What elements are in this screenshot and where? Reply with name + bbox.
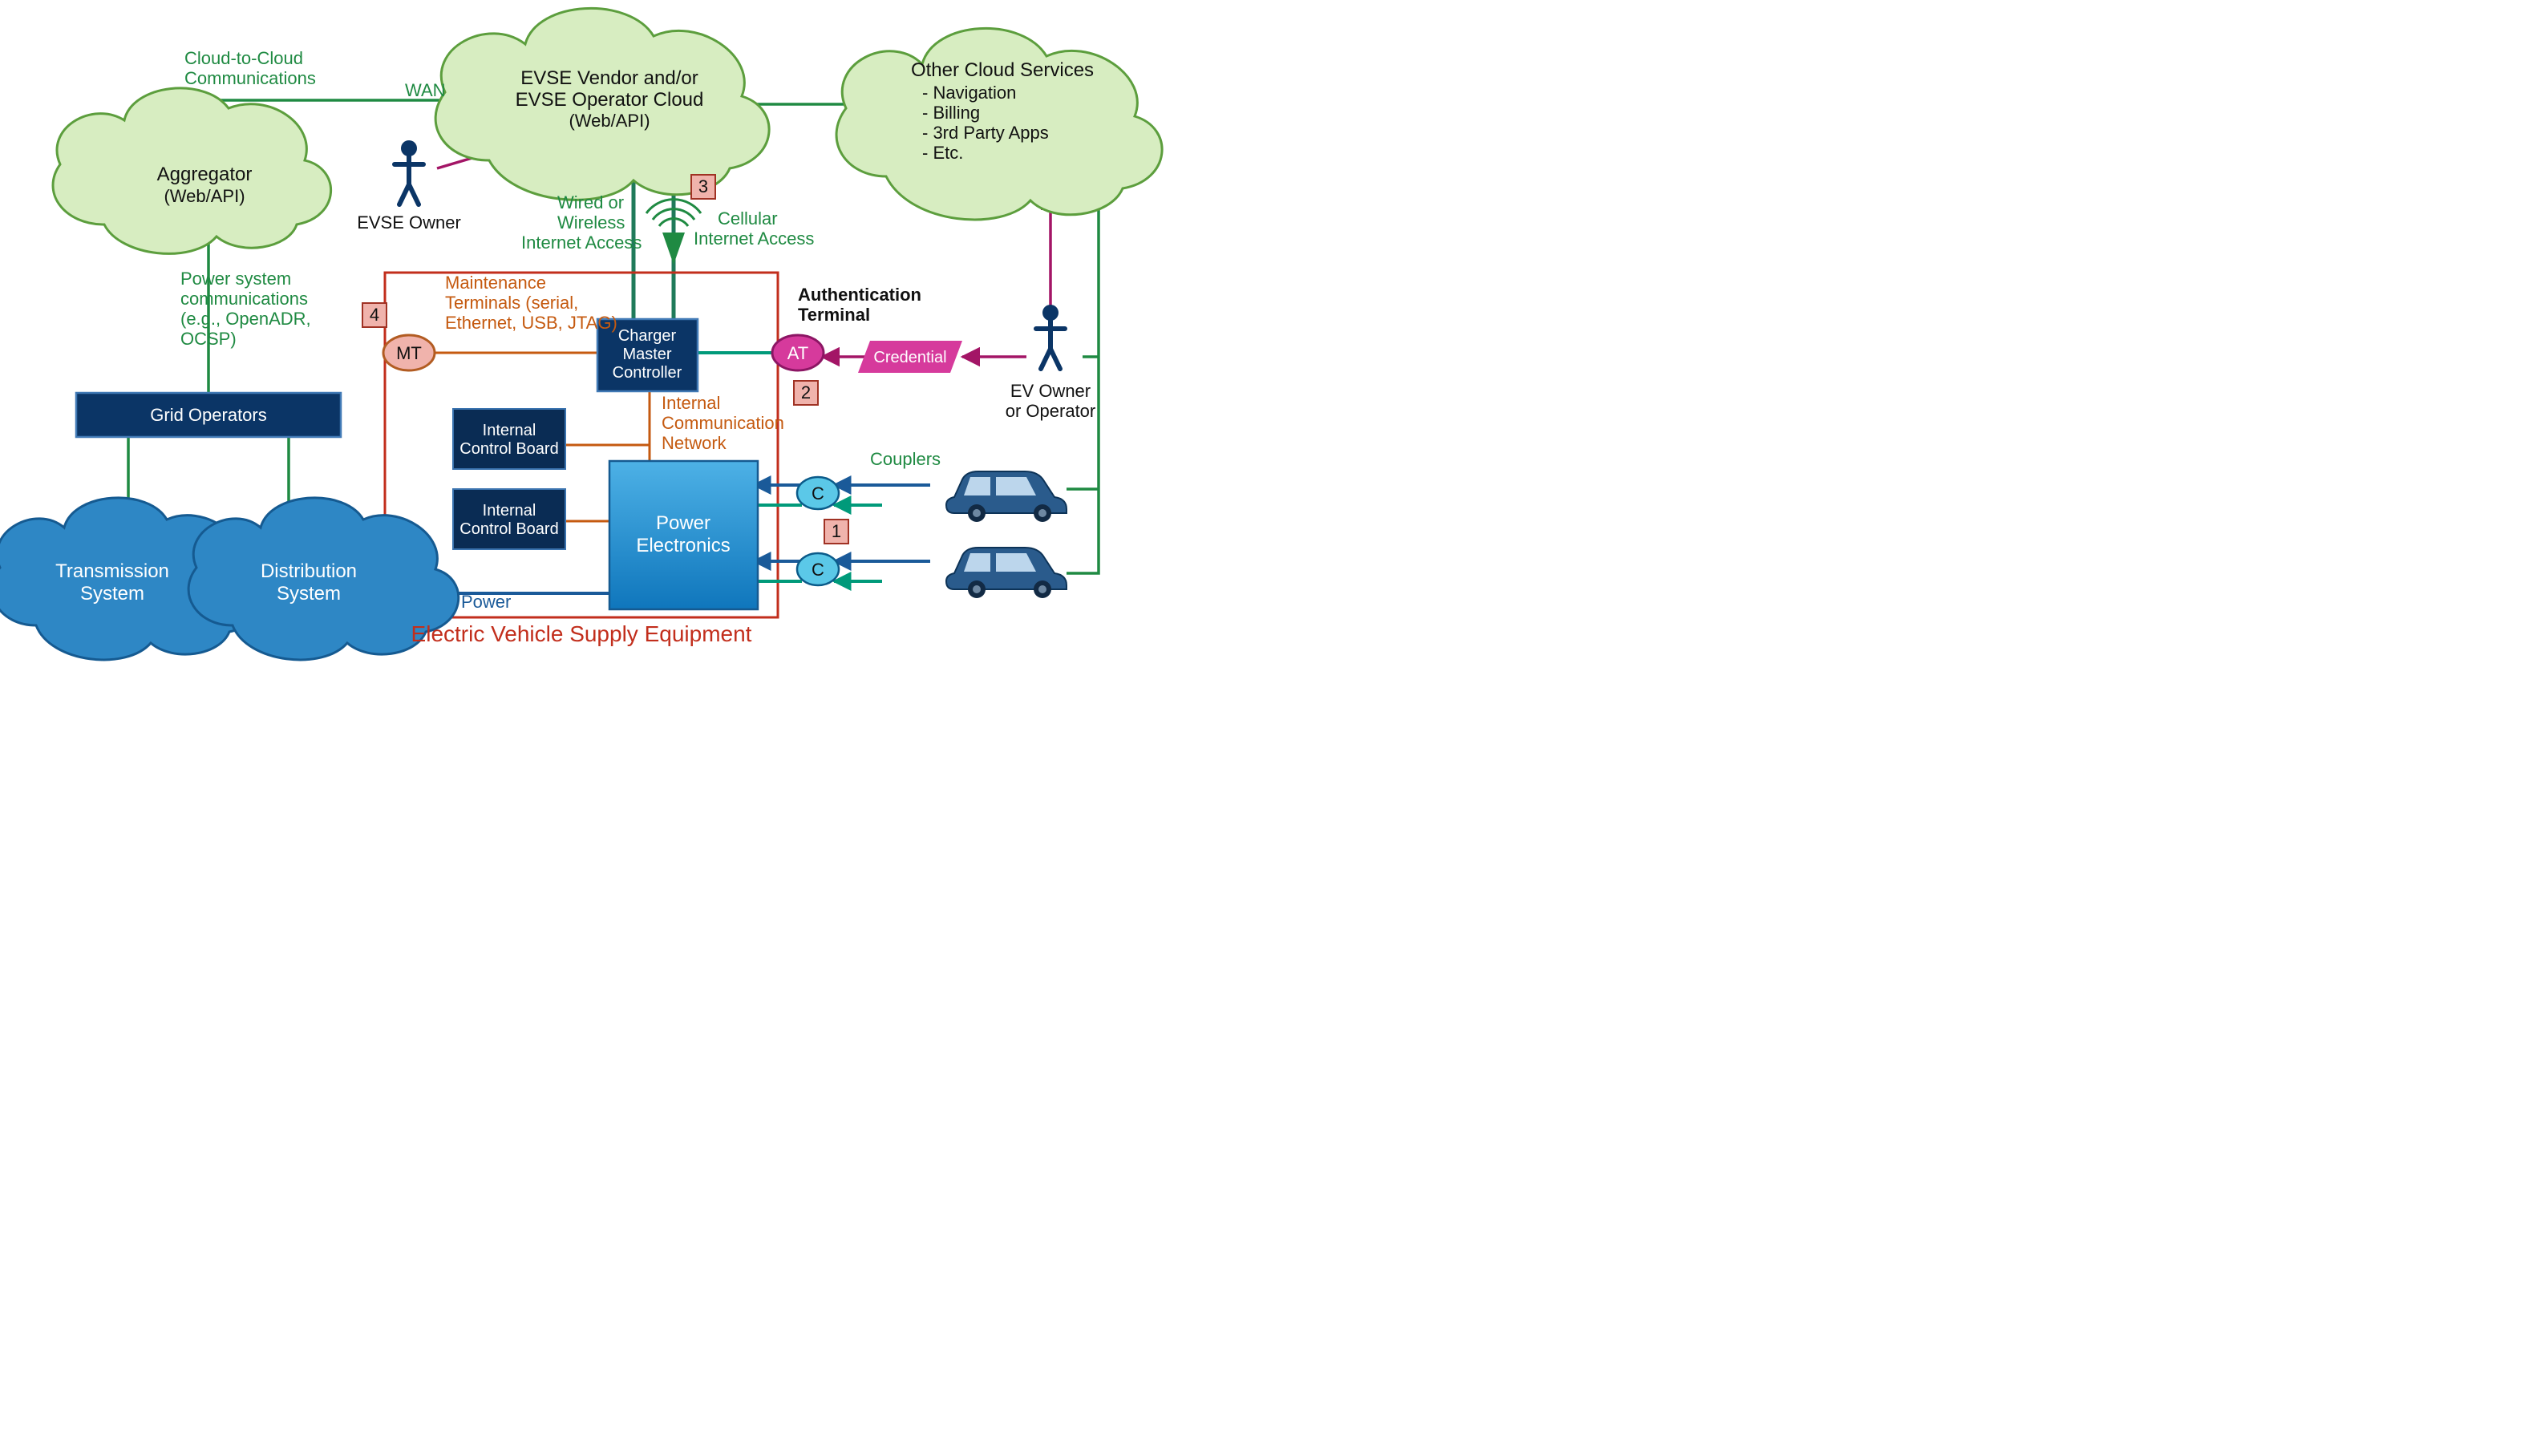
- evse-cloud-subtitle: (Web/API): [569, 111, 650, 131]
- lbl-maint-2: Terminals (serial,: [445, 293, 578, 313]
- distribution-line1: Distribution: [261, 560, 357, 582]
- transmission-line2: System: [80, 583, 144, 605]
- cmc-line1: Charger: [618, 327, 677, 345]
- evse-architecture-diagram: Aggregator (Web/API) EVSE Vendor and/or …: [0, 0, 1187, 681]
- lbl-evse-title: Electric Vehicle Supply Equipment: [411, 621, 752, 646]
- pe-line2: Electronics: [636, 535, 730, 556]
- lbl-ev-owner-1: EV Owner: [1010, 381, 1091, 401]
- icb2-line2: Control Board: [459, 520, 558, 538]
- credential-shape: Credential: [858, 341, 962, 373]
- at-label: AT: [787, 343, 808, 363]
- num-3: 3: [698, 176, 708, 196]
- coupler-1: C: [797, 477, 839, 509]
- lbl-ev-owner-2: or Operator: [1006, 401, 1096, 421]
- authentication-terminal: AT: [772, 335, 824, 370]
- other-cloud-item-0: - Navigation: [922, 83, 1016, 103]
- car-2: [946, 548, 1067, 598]
- aggregator-cloud: Aggregator (Web/API): [53, 88, 331, 253]
- grid-operators-box: Grid Operators: [76, 393, 341, 437]
- other-cloud-title: Other Cloud Services: [911, 59, 1094, 81]
- lbl-psc-4: OCSP): [180, 329, 237, 349]
- lbl-cloud-to-cloud: Cloud-to-Cloud: [184, 48, 303, 68]
- aggregator-subtitle: (Web/API): [164, 186, 245, 206]
- power-electronics: Power Electronics: [609, 461, 758, 609]
- num-1: 1: [832, 521, 841, 541]
- car-1: [946, 471, 1067, 522]
- evse-cloud-line2: EVSE Operator Cloud: [516, 89, 704, 111]
- pe-line1: Power: [656, 512, 710, 534]
- lbl-auth-2: Terminal: [798, 305, 870, 325]
- lbl-power: Power: [461, 592, 511, 612]
- lbl-cellular: Cellular: [718, 208, 778, 229]
- icb1-line2: Control Board: [459, 440, 558, 458]
- lbl-internet-access-1: Internet Access: [521, 233, 642, 253]
- edge-other-cloud-frame: [1067, 172, 1099, 573]
- coupler-2-label: C: [812, 560, 824, 580]
- lbl-evse-owner: EVSE Owner: [357, 212, 461, 233]
- lbl-psc-3: (e.g., OpenADR,: [180, 309, 311, 329]
- lbl-wired-or: Wired or: [557, 192, 624, 212]
- number-box-3: 3: [691, 175, 715, 199]
- evse-owner-icon: [395, 140, 423, 204]
- internal-control-board-1: Internal Control Board: [453, 409, 565, 469]
- coupler-1-label: C: [812, 483, 824, 504]
- lbl-internet-access-2: Internet Access: [694, 229, 814, 249]
- cmc-line2: Master: [622, 346, 671, 363]
- lbl-communications: Communications: [184, 68, 316, 88]
- num-2: 2: [801, 382, 811, 402]
- transmission-line1: Transmission: [55, 560, 169, 582]
- number-box-4: 4: [362, 303, 387, 327]
- lbl-maint-1: Maintenance: [445, 273, 546, 293]
- num-4: 4: [370, 305, 379, 325]
- number-box-2: 2: [794, 381, 818, 405]
- lbl-auth-1: Authentication: [798, 285, 921, 305]
- lbl-intcomm-3: Network: [662, 433, 727, 453]
- coupler-2: C: [797, 553, 839, 585]
- lbl-psc-2: communications: [180, 289, 308, 309]
- internal-control-board-2: Internal Control Board: [453, 489, 565, 549]
- lbl-intcomm-1: Internal: [662, 393, 720, 413]
- lbl-intcomm-2: Communication: [662, 413, 784, 433]
- evse-cloud-line1: EVSE Vendor and/or: [520, 67, 698, 89]
- aggregator-title: Aggregator: [157, 164, 253, 185]
- evse-operator-cloud: EVSE Vendor and/or EVSE Operator Cloud (…: [435, 8, 769, 200]
- icb2-line1: Internal: [483, 502, 536, 520]
- number-box-1: 1: [824, 520, 848, 544]
- other-cloud-item-1: - Billing: [922, 103, 980, 123]
- distribution-line2: System: [277, 583, 341, 605]
- credential-label: Credential: [873, 349, 946, 366]
- other-cloud-services: Other Cloud Services - Navigation - Bill…: [836, 28, 1162, 220]
- other-cloud-item-2: - 3rd Party Apps: [922, 123, 1049, 143]
- lbl-psc-1: Power system: [180, 269, 291, 289]
- cmc-line3: Controller: [613, 364, 682, 382]
- other-cloud-item-3: - Etc.: [922, 143, 963, 163]
- lbl-maint-3: Ethernet, USB, JTAG): [445, 313, 617, 333]
- lbl-couplers: Couplers: [870, 449, 941, 469]
- maintenance-terminal: MT: [383, 335, 435, 370]
- lbl-wireless: Wireless: [557, 212, 625, 233]
- ev-owner-icon: [1036, 305, 1065, 369]
- mt-label: MT: [396, 343, 422, 363]
- lbl-wan: WAN: [405, 80, 446, 100]
- icb1-line1: Internal: [483, 422, 536, 439]
- grid-operators-label: Grid Operators: [150, 405, 267, 425]
